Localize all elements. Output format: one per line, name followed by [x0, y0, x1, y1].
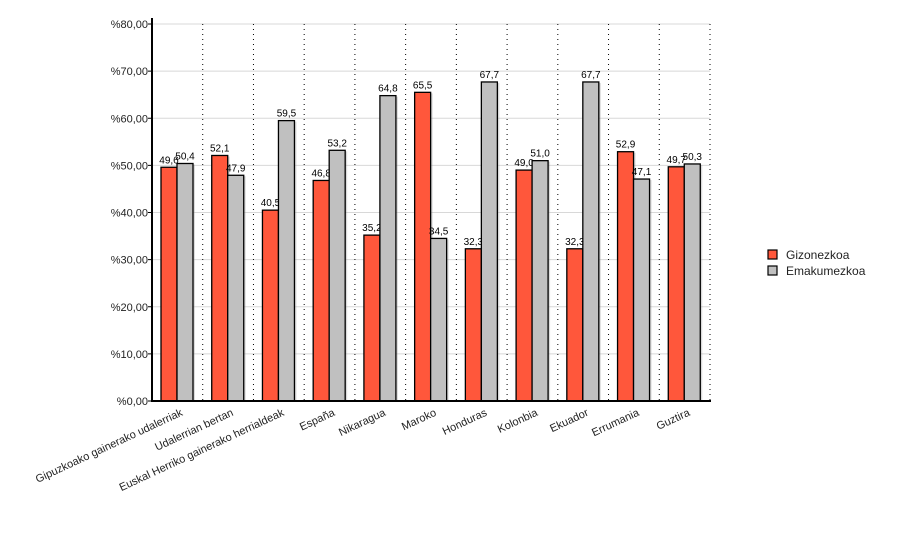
data-label: 40,5	[261, 198, 281, 209]
data-label: 52,9	[616, 140, 636, 151]
bar-emakumezkoa	[683, 163, 701, 402]
bar-emakumezkoa	[632, 178, 651, 402]
bar-gizonezkoa	[160, 166, 178, 402]
bar-gizonezkoa	[211, 154, 229, 402]
bar-emakumezkoa	[582, 81, 600, 402]
data-label: 35,2	[362, 223, 382, 234]
bar-gizonezkoa	[667, 166, 685, 402]
bar-emakumezkoa	[277, 119, 296, 402]
x-tick-label: Honduras	[441, 407, 490, 438]
x-tick-label: Errumania	[590, 406, 642, 439]
legend-swatch	[767, 265, 778, 276]
legend-label: Emakumezkoa	[786, 264, 866, 278]
bar-gizonezkoa	[312, 179, 330, 402]
bar-gizonezkoa	[566, 248, 584, 402]
data-label: 46,8	[311, 168, 331, 179]
data-label: 47,9	[226, 163, 246, 174]
data-label: 51,0	[530, 149, 550, 160]
y-tick-label: %40,00	[111, 208, 148, 220]
data-label: 59,5	[277, 109, 297, 120]
data-label: 53,2	[327, 138, 347, 149]
bar-emakumezkoa	[379, 94, 397, 402]
data-label: 67,7	[581, 70, 601, 81]
y-tick-label: %70,00	[111, 66, 148, 78]
bar-gizonezkoa	[261, 209, 280, 402]
bar-gizonezkoa	[413, 91, 432, 402]
y-tick-label: %20,00	[111, 302, 148, 314]
legend-label: Gizonezkoa	[786, 248, 850, 262]
data-label: 32,3	[464, 237, 484, 248]
y-tick-label: %30,00	[111, 255, 148, 267]
data-label: 34,5	[429, 226, 449, 237]
data-label: 64,8	[378, 84, 398, 95]
y-tick-label: %60,00	[111, 113, 148, 125]
bar-emakumezkoa	[480, 81, 499, 402]
bar-emakumezkoa	[227, 174, 245, 402]
data-label: 49,0	[514, 158, 534, 169]
data-label: 32,3	[565, 237, 585, 248]
y-tick-label: %80,00	[111, 19, 148, 31]
data-label: 49,7	[667, 155, 687, 166]
data-label: 67,7	[480, 70, 500, 81]
x-tick-label: Guztira	[655, 406, 693, 432]
bar-gizonezkoa	[515, 169, 533, 402]
x-tick-label: Nikaragua	[337, 406, 388, 438]
x-tick-label: Ekuador	[548, 407, 591, 435]
y-tick-label: %0,00	[117, 396, 148, 408]
bar-emakumezkoa	[429, 237, 448, 402]
bar-gizonezkoa	[616, 151, 635, 402]
x-tick-label: Kolonbia	[496, 406, 541, 435]
data-label: 47,1	[632, 167, 652, 178]
bar-emakumezkoa	[176, 162, 194, 402]
x-tick-label: Maroko	[400, 407, 438, 433]
data-label: 50,4	[175, 151, 195, 162]
legend-swatch	[767, 249, 778, 260]
data-label: 65,5	[413, 80, 433, 91]
bar-emakumezkoa	[531, 160, 549, 402]
data-label: 49,6	[159, 155, 179, 166]
y-tick-label: %50,00	[111, 160, 148, 172]
x-tick-label: España	[298, 406, 338, 433]
bar-gizonezkoa	[464, 248, 483, 402]
bar-gizonezkoa	[363, 234, 381, 402]
y-tick-label: %10,00	[111, 349, 148, 361]
data-label: 52,1	[210, 143, 230, 154]
bar-emakumezkoa	[328, 149, 346, 402]
data-label: 50,3	[683, 152, 703, 163]
